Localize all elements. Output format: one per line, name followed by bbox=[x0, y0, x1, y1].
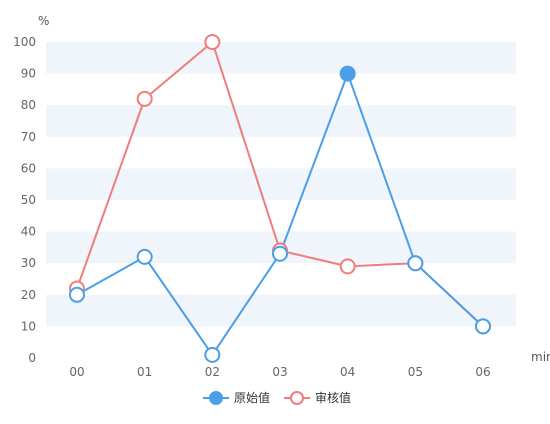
x-tick-label: 04 bbox=[340, 365, 355, 379]
data-point[interactable] bbox=[204, 34, 221, 50]
x-tick-label: 05 bbox=[408, 365, 423, 379]
y-tick-label: 70 bbox=[21, 130, 36, 144]
grid-band bbox=[46, 294, 516, 327]
data-point[interactable] bbox=[204, 346, 221, 363]
legend-marker-icon bbox=[290, 391, 304, 405]
legend-item-1[interactable]: 审核值 bbox=[284, 390, 351, 405]
grid-bands bbox=[46, 42, 516, 327]
data-point[interactable] bbox=[272, 245, 288, 262]
legend-label: 原始值 bbox=[234, 390, 270, 405]
x-tick-label: 00 bbox=[69, 365, 84, 379]
y-axis-unit-label: % bbox=[38, 14, 49, 28]
x-tick-label: 01 bbox=[137, 365, 152, 379]
x-axis-unit-label: min bbox=[531, 350, 550, 364]
grid-band bbox=[46, 168, 516, 200]
grid-band bbox=[46, 42, 516, 74]
y-tick-label: 90 bbox=[21, 67, 36, 81]
y-tick-label: 40 bbox=[21, 225, 36, 239]
legend[interactable]: 原始值 审核值 bbox=[203, 390, 351, 405]
y-tick-label: 60 bbox=[21, 161, 36, 175]
x-tick-label: 02 bbox=[205, 365, 220, 379]
data-point[interactable] bbox=[339, 65, 356, 82]
x-tick-label: 03 bbox=[272, 365, 287, 379]
data-point[interactable] bbox=[136, 90, 153, 107]
y-tick-label: 50 bbox=[21, 193, 36, 207]
y-tick-label: 80 bbox=[21, 98, 36, 112]
data-point[interactable] bbox=[339, 258, 356, 275]
data-point[interactable] bbox=[69, 286, 85, 303]
legend-label: 审核值 bbox=[315, 390, 351, 405]
series-points bbox=[69, 34, 491, 363]
data-point[interactable] bbox=[136, 248, 153, 265]
legend-item-0[interactable]: 原始值 bbox=[203, 390, 270, 405]
data-point[interactable] bbox=[407, 255, 424, 272]
legend-marker-icon bbox=[209, 391, 223, 405]
data-point[interactable] bbox=[475, 318, 491, 335]
x-axis-ticks: 00 01 02 03 04 05 06 bbox=[69, 365, 490, 379]
y-tick-label: 0 bbox=[28, 351, 36, 365]
x-tick-label: 06 bbox=[475, 365, 490, 379]
y-tick-label: 20 bbox=[21, 288, 36, 302]
grid-band bbox=[46, 105, 516, 137]
y-axis-ticks: 0 10 20 30 40 50 60 70 80 90 100 bbox=[13, 35, 36, 365]
y-tick-label: 100 bbox=[13, 35, 36, 49]
y-tick-label: 30 bbox=[21, 256, 36, 270]
y-tick-label: 10 bbox=[21, 319, 36, 333]
